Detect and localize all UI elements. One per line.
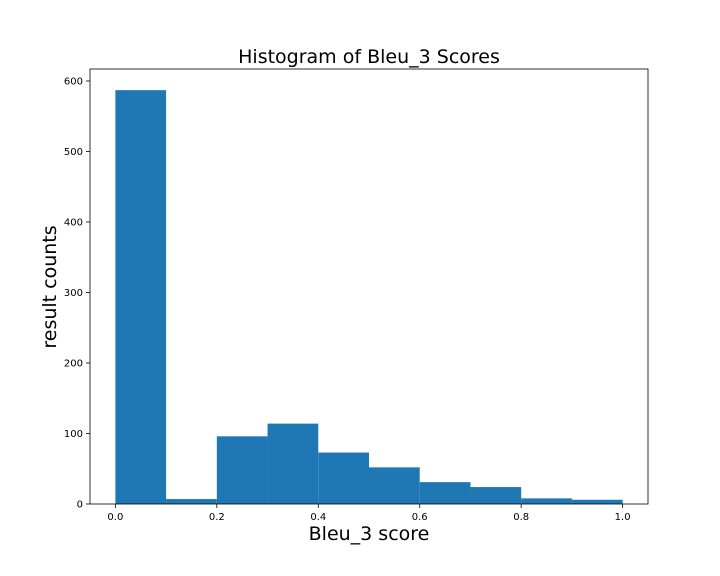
y-axis-ticks: 0 100 200 300 400 500 600 <box>64 76 90 511</box>
chart-title: Histogram of Bleu_3 Scores <box>238 46 500 68</box>
x-axis-label: Bleu_3 score <box>309 523 430 545</box>
histogram-bar-7 <box>470 487 522 504</box>
x-tick-label: 0.2 <box>209 512 225 523</box>
y-tick-label: 400 <box>64 217 83 228</box>
x-tick-label: 0.4 <box>310 512 326 523</box>
x-axis-ticks: 0.0 0.2 0.4 0.6 0.8 1.0 <box>107 504 631 523</box>
x-tick-label: 1.0 <box>615 512 631 523</box>
x-tick-label: 0.8 <box>513 512 529 523</box>
histogram-bar-3 <box>267 423 319 504</box>
y-axis-label: result counts <box>39 225 61 348</box>
histogram-bar-5 <box>369 467 420 504</box>
histogram-bar-6 <box>419 482 471 504</box>
histogram-bar-8 <box>521 498 572 504</box>
y-tick-label: 500 <box>64 147 83 158</box>
plot-area <box>90 69 648 504</box>
histogram-bar-2 <box>216 436 268 504</box>
y-tick-label: 200 <box>64 358 83 369</box>
bars-group <box>115 90 623 504</box>
histogram-bar-9 <box>571 499 623 504</box>
plot-frame <box>89 68 649 505</box>
histogram-bar-4 <box>318 452 369 504</box>
y-tick-label: 0 <box>77 500 83 511</box>
histogram-bar-0 <box>115 90 167 504</box>
x-tick-label: 0.0 <box>107 512 123 523</box>
y-tick-label: 300 <box>64 288 83 299</box>
histogram-bar-1 <box>166 499 217 504</box>
y-tick-label: 100 <box>64 429 83 440</box>
x-tick-label: 0.6 <box>412 512 428 523</box>
y-tick-label: 600 <box>64 76 83 87</box>
